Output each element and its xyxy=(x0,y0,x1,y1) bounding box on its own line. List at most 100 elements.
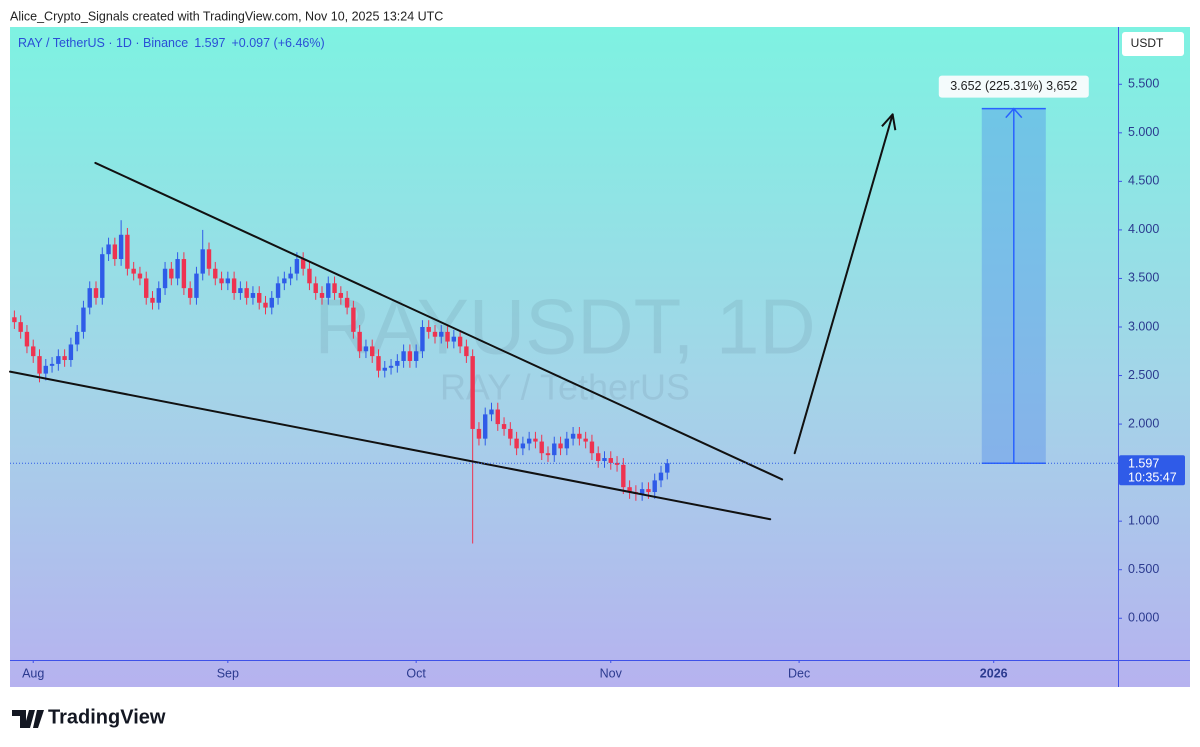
trend-line xyxy=(793,113,894,455)
candle-body xyxy=(43,365,48,374)
arrow-head xyxy=(881,113,897,131)
currency-box[interactable] xyxy=(1122,32,1184,56)
watermark-name: RAY / TetherUS xyxy=(440,367,690,408)
legend: RAY / TetherUS · 1D · Binance 1.597 +0.097… xyxy=(18,36,325,50)
candle-body xyxy=(357,331,362,352)
candle-body xyxy=(106,244,111,255)
candle-body xyxy=(445,331,450,342)
candle-body xyxy=(602,458,607,461)
chart-background xyxy=(10,27,1190,687)
plot: 3.652 (225.31%) 3,652 xyxy=(9,75,1118,544)
candle-body xyxy=(74,331,80,345)
candle-body xyxy=(344,297,350,308)
candle-body xyxy=(583,438,588,442)
footer-brand: TradingView xyxy=(48,706,166,728)
candle-body xyxy=(326,283,331,298)
candle-body xyxy=(31,346,36,357)
y-tick-label: 0.000 xyxy=(1128,611,1159,625)
candle-body xyxy=(125,234,130,269)
candle-body xyxy=(137,273,143,279)
candle-body xyxy=(514,438,519,449)
candle-body xyxy=(370,346,375,357)
candle-body xyxy=(62,356,67,361)
candle-body xyxy=(269,297,274,308)
candle-body xyxy=(457,336,463,347)
candle-body xyxy=(545,453,551,456)
candle-body xyxy=(81,307,86,332)
candle-body xyxy=(658,472,664,481)
candle-body xyxy=(596,453,601,461)
candle-body xyxy=(539,441,544,454)
candle-body xyxy=(156,288,161,303)
candle-body xyxy=(552,443,557,456)
candle-body xyxy=(351,307,356,332)
candle-body xyxy=(219,278,224,284)
last-price-label: 1.597 xyxy=(1128,457,1159,471)
candle-body xyxy=(476,428,482,439)
candle-body xyxy=(213,268,218,279)
candle-body xyxy=(533,438,538,442)
candle-body xyxy=(169,268,174,279)
chart-title: RAY / TetherUS · 1D · Binance 1.597 +0.097… xyxy=(18,36,325,50)
candle-body xyxy=(621,464,626,488)
candle-body xyxy=(665,463,670,473)
candle-body xyxy=(250,293,256,298)
candle-body xyxy=(150,297,155,303)
y-tick-label: 4.500 xyxy=(1128,174,1159,188)
candle-body xyxy=(162,268,168,289)
trend-line xyxy=(9,370,772,521)
candle-body xyxy=(558,443,563,449)
candle-body xyxy=(483,414,488,439)
y-tick-label: 2.500 xyxy=(1128,368,1159,382)
candle-body xyxy=(388,365,394,368)
candle-body xyxy=(614,462,620,465)
candle-body xyxy=(376,356,381,371)
candle-body xyxy=(439,331,444,337)
candle-body xyxy=(520,443,526,449)
candle-body xyxy=(470,356,475,429)
currency[interactable]: USDT xyxy=(1131,36,1164,50)
candle-body xyxy=(652,480,657,493)
candle-body xyxy=(144,278,149,298)
candle-body xyxy=(200,249,205,274)
candle-body xyxy=(382,367,387,371)
candle-body xyxy=(181,259,187,289)
candle-body xyxy=(231,278,237,294)
x-tick-label: Dec xyxy=(788,666,810,680)
countdown: 10:35:47 xyxy=(1128,471,1177,485)
y-tick-label: 0.500 xyxy=(1128,562,1159,576)
candle-body xyxy=(206,249,212,269)
candle-body xyxy=(93,288,99,298)
projection-label-box xyxy=(938,75,1089,98)
candle-body xyxy=(319,293,325,298)
candle-body xyxy=(426,326,431,332)
candle-body xyxy=(451,336,457,342)
trend-line xyxy=(94,161,784,481)
y-tick-label: 1.000 xyxy=(1128,513,1159,527)
x-tick-label: Sep xyxy=(217,666,239,680)
candle-body xyxy=(564,438,570,449)
candle-body xyxy=(37,356,42,374)
y-tick-label: 3.000 xyxy=(1128,319,1159,333)
watermark-symbol: RAYUSDT, 1D xyxy=(314,283,815,371)
y-tick-label: 5.000 xyxy=(1128,125,1159,139)
footer-logo: TradingView xyxy=(12,706,166,728)
candle-body xyxy=(627,487,632,493)
candle-body xyxy=(395,360,400,366)
candle-body xyxy=(112,244,118,260)
candle-body xyxy=(420,326,425,352)
candle-body xyxy=(194,273,199,298)
logo-mark xyxy=(12,710,44,728)
candle-body xyxy=(12,317,17,323)
candle-body xyxy=(608,458,613,463)
candle-body xyxy=(313,283,318,294)
candle-body xyxy=(464,346,469,357)
candle-body xyxy=(275,283,281,298)
candle-body xyxy=(501,424,507,429)
last-price: 1.597 xyxy=(194,36,225,50)
candle-body xyxy=(338,293,344,298)
candle-body xyxy=(263,302,268,308)
candle-body xyxy=(589,441,595,454)
y-tick-label: 5.500 xyxy=(1128,77,1159,91)
